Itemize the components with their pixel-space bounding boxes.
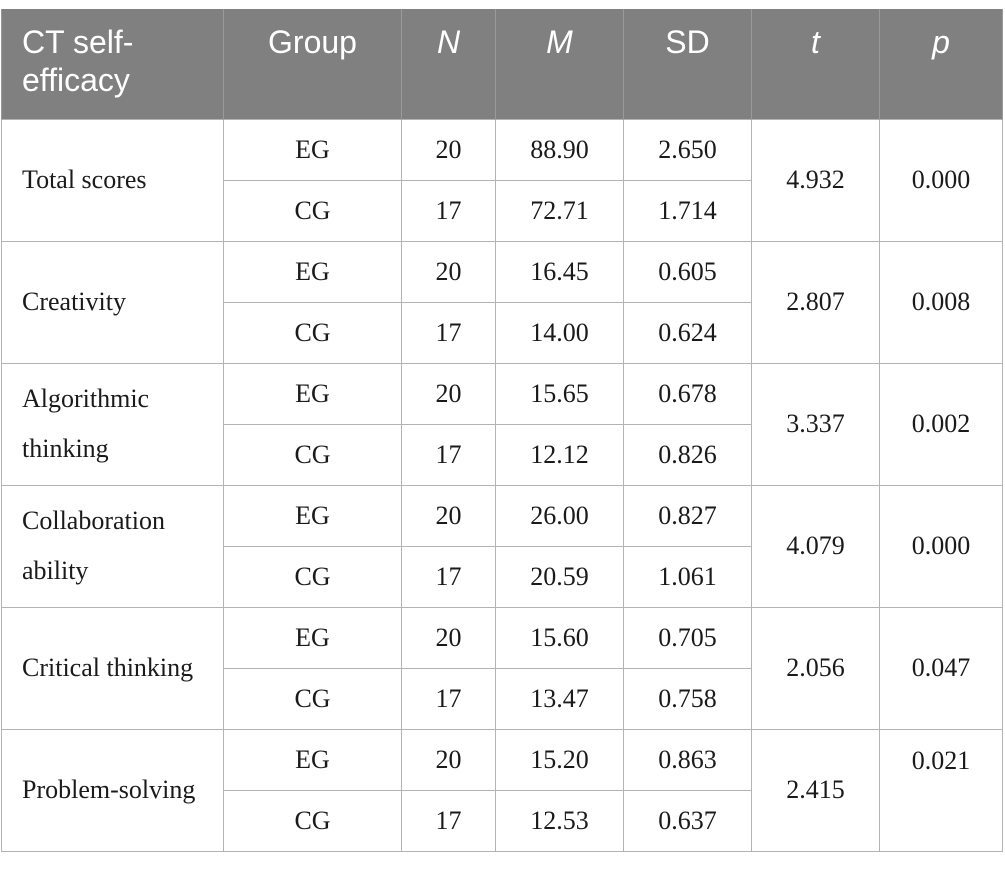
m-cell: 12.12 xyxy=(495,423,624,486)
construct-cell: Algorithmic thinking xyxy=(1,362,224,486)
header-p: p xyxy=(879,9,1003,119)
construct-cell: Critical thinking xyxy=(1,606,224,730)
m-cell: 14.00 xyxy=(495,301,624,364)
sd-cell: 0.624 xyxy=(623,301,752,364)
table-row: Total scores EG 20 88.90 2.650 4.932 0.0… xyxy=(1,118,1003,242)
m-cell: 15.60 xyxy=(495,606,624,669)
t-cell: 2.056 xyxy=(751,606,880,730)
group-cell: CG xyxy=(223,667,402,730)
n-cell: 17 xyxy=(401,545,496,608)
header-m: M xyxy=(495,9,624,119)
t-cell: 4.932 xyxy=(751,118,880,242)
m-cell: 13.47 xyxy=(495,667,624,730)
n-cell: 20 xyxy=(401,728,496,791)
t-cell: 2.415 xyxy=(751,728,880,852)
n-cell: 20 xyxy=(401,118,496,181)
table-body: Total scores EG 20 88.90 2.650 4.932 0.0… xyxy=(1,118,1003,852)
group-cell: CG xyxy=(223,545,402,608)
sd-cell: 0.827 xyxy=(623,484,752,547)
table-row: CG 17 13.47 0.758 xyxy=(2,667,1003,730)
group-cell: EG xyxy=(223,484,402,547)
sd-cell: 1.061 xyxy=(623,545,752,608)
table-row: Critical thinking EG 20 15.60 0.705 2.05… xyxy=(1,606,1003,730)
group-cell: CG xyxy=(223,789,402,852)
header-sd: SD xyxy=(623,9,752,119)
table-row: Problem-solving EG 20 15.20 0.863 2.415 … xyxy=(1,728,1003,852)
table-header: CT self-efficacy Group N M SD t p xyxy=(1,9,1003,119)
header-group: Group xyxy=(223,9,402,119)
m-cell: 15.20 xyxy=(495,728,624,791)
table-row: CG 17 12.53 0.637 xyxy=(2,789,1003,852)
n-cell: 17 xyxy=(401,423,496,486)
group-cell: CG xyxy=(223,179,402,242)
t-cell: 2.807 xyxy=(751,240,880,364)
construct-cell: Creativity xyxy=(1,240,224,364)
group-cell: EG xyxy=(223,362,402,425)
n-cell: 17 xyxy=(401,667,496,730)
n-cell: 20 xyxy=(401,240,496,303)
group-cell: EG xyxy=(223,240,402,303)
header-t: t xyxy=(751,9,880,119)
p-cell: 0.000 xyxy=(879,484,1003,608)
sd-cell: 0.826 xyxy=(623,423,752,486)
t-cell: 3.337 xyxy=(751,362,880,486)
header-row: CT self-efficacy Group N M SD t p xyxy=(1,9,1003,119)
sd-cell: 0.605 xyxy=(623,240,752,303)
sd-cell: 0.758 xyxy=(623,667,752,730)
sd-cell: 0.863 xyxy=(623,728,752,791)
sd-cell: 0.678 xyxy=(623,362,752,425)
group-cell: EG xyxy=(223,728,402,791)
p-cell: 0.047 xyxy=(879,606,1003,730)
t-cell: 4.079 xyxy=(751,484,880,608)
n-cell: 17 xyxy=(401,179,496,242)
p-cell: 0.008 xyxy=(879,240,1003,364)
sd-cell: 1.714 xyxy=(623,179,752,242)
m-cell: 16.45 xyxy=(495,240,624,303)
m-cell: 12.53 xyxy=(495,789,624,852)
sd-cell: 0.637 xyxy=(623,789,752,852)
group-cell: CG xyxy=(223,423,402,486)
p-cell: 0.000 xyxy=(879,118,1003,242)
header-construct: CT self-efficacy xyxy=(1,9,224,119)
n-cell: 17 xyxy=(401,789,496,852)
m-cell: 20.59 xyxy=(495,545,624,608)
construct-cell: Total scores xyxy=(1,118,224,242)
table-row: CG 17 14.00 0.624 xyxy=(2,301,1003,364)
n-cell: 20 xyxy=(401,484,496,547)
sd-cell: 2.650 xyxy=(623,118,752,181)
table-row: CG 17 12.12 0.826 xyxy=(2,423,1003,486)
p-cell: 0.021 xyxy=(879,728,1003,852)
construct-cell: Problem-solving xyxy=(1,728,224,852)
sd-cell: 0.705 xyxy=(623,606,752,669)
results-table: CT self-efficacy Group N M SD t p Total … xyxy=(1,9,1003,852)
m-cell: 88.90 xyxy=(495,118,624,181)
m-cell: 26.00 xyxy=(495,484,624,547)
table-row: Creativity EG 20 16.45 0.605 2.807 0.008 xyxy=(1,240,1003,364)
m-cell: 72.71 xyxy=(495,179,624,242)
n-cell: 20 xyxy=(401,606,496,669)
group-cell: CG xyxy=(223,301,402,364)
group-cell: EG xyxy=(223,606,402,669)
n-cell: 20 xyxy=(401,362,496,425)
m-cell: 15.65 xyxy=(495,362,624,425)
table-row: CG 17 20.59 1.061 xyxy=(2,545,1003,608)
p-cell: 0.002 xyxy=(879,362,1003,486)
group-cell: EG xyxy=(223,118,402,181)
construct-cell: Collaboration ability xyxy=(1,484,224,608)
header-n: N xyxy=(401,9,496,119)
table-row: Collaboration ability EG 20 26.00 0.827 … xyxy=(1,484,1003,608)
table-row: Algorithmic thinking EG 20 15.65 0.678 3… xyxy=(1,362,1003,486)
n-cell: 17 xyxy=(401,301,496,364)
